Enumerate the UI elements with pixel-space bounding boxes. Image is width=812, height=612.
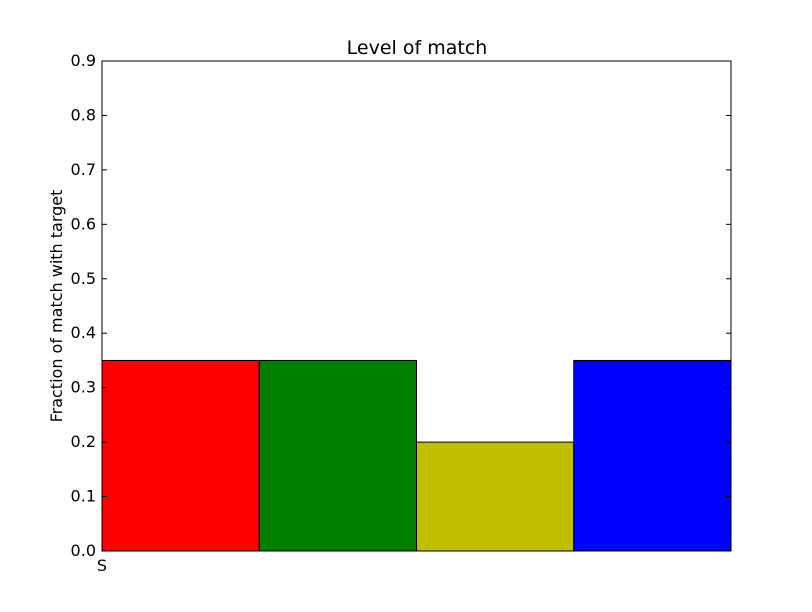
x-tick-label-0: S xyxy=(97,556,107,575)
y-axis-label: Fraction of match with target xyxy=(47,190,66,423)
y-tick-label-6: 0.6 xyxy=(71,214,96,233)
x-ticks-group: S xyxy=(97,556,107,575)
y-tick-label-8: 0.8 xyxy=(71,105,96,124)
chart-title: Level of match xyxy=(347,37,488,59)
bar-0 xyxy=(101,359,260,552)
y-tick-label-4: 0.4 xyxy=(71,323,96,342)
bar-2 xyxy=(416,441,575,552)
bar-1 xyxy=(258,359,417,552)
y-tick-label-3: 0.3 xyxy=(71,378,96,397)
bars-group xyxy=(101,359,732,552)
y-tick-label-0: 0.0 xyxy=(71,541,96,560)
bar-3 xyxy=(573,359,732,552)
y-tick-label-2: 0.2 xyxy=(71,432,96,451)
y-tick-label-1: 0.1 xyxy=(71,487,96,506)
y-tick-label-9: 0.9 xyxy=(71,51,96,70)
y-ticks-group: 0.0 0.1 0.2 0.3 0.4 0.5 0.6 0.7 0.8 0.9 xyxy=(71,51,731,560)
plot-frame xyxy=(101,60,732,552)
y-tick-label-5: 0.5 xyxy=(71,269,96,288)
y-tick-label-7: 0.7 xyxy=(71,160,96,179)
